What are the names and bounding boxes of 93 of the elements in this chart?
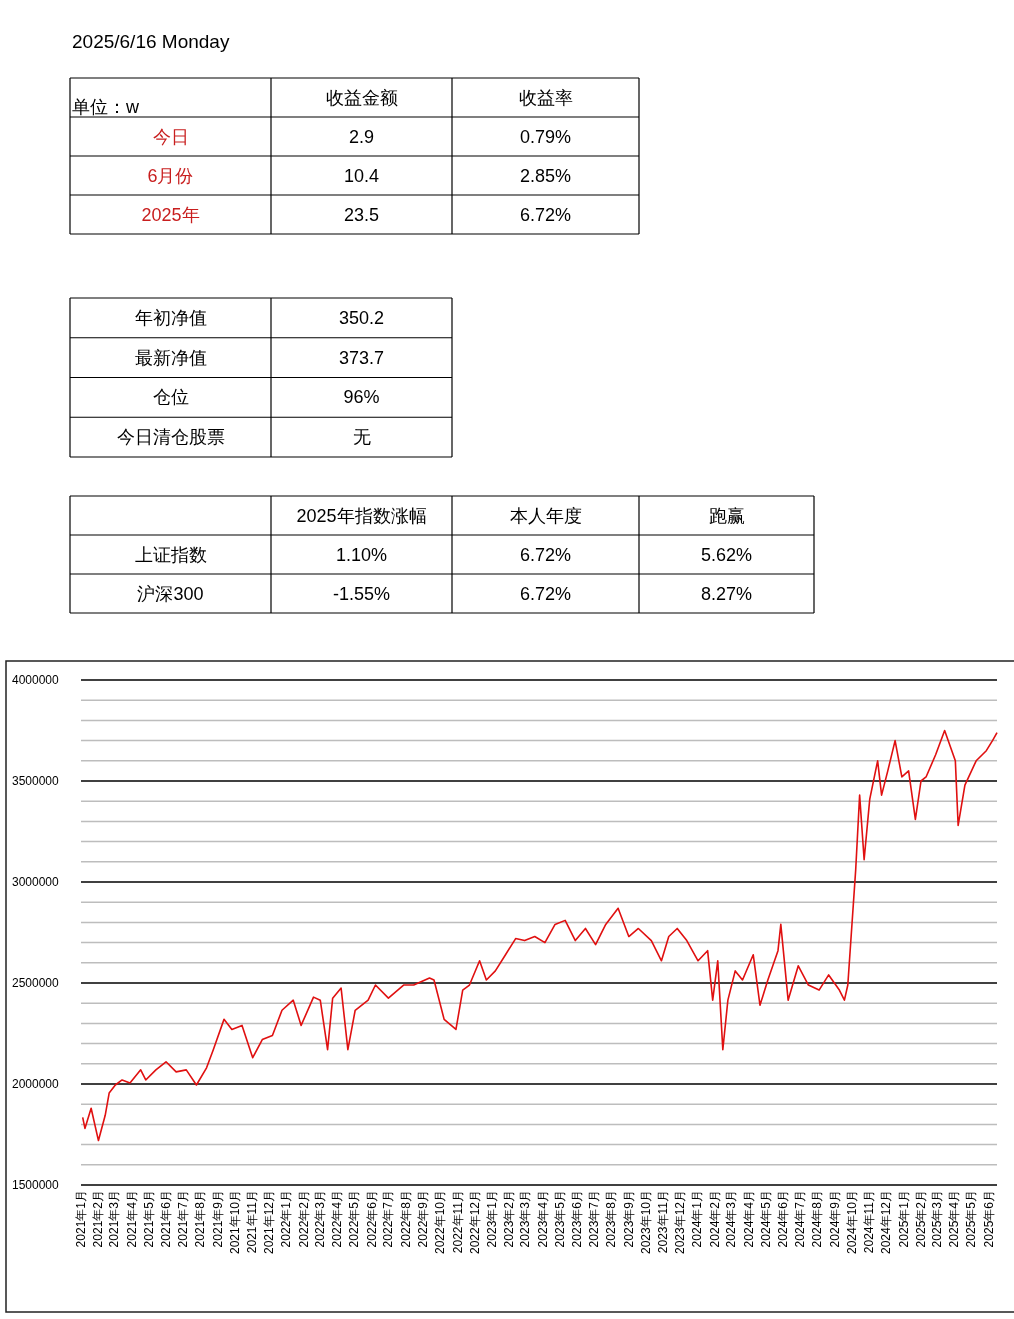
x-tick-label: 2023年8月 <box>604 1190 619 1248</box>
x-tick-label: 2023年11月 <box>656 1190 671 1254</box>
text: 96% <box>343 387 380 408</box>
x-tick-label: 2024年6月 <box>776 1190 791 1248</box>
category-label: 跑赢 <box>708 505 745 526</box>
x-tick-label: 2022年10月 <box>433 1190 448 1255</box>
x-tick-label: 2024年7月 <box>792 1190 807 1248</box>
text: 23.5 <box>343 204 380 225</box>
text: 5.62% <box>700 544 753 565</box>
text: 10.4 <box>343 165 380 186</box>
text: 1.10% <box>335 544 388 565</box>
x-tick-label: 2024年10月 <box>844 1190 859 1255</box>
x-tick-label: 2023年7月 <box>586 1190 601 1248</box>
x-tick-label: 2022年5月 <box>347 1190 362 1248</box>
x-tick-label: 2021年9月 <box>210 1190 225 1248</box>
x-tick-label: 2024年4月 <box>741 1190 756 1248</box>
x-tick-label: 2023年10月 <box>638 1190 653 1255</box>
x-tick-label: 2023年1月 <box>484 1190 499 1248</box>
x-tick-label: 2021年2月 <box>91 1190 106 1248</box>
x-tick-label: 2021年12月 <box>262 1190 277 1255</box>
x-tick-label: 2025年4月 <box>947 1190 962 1248</box>
x-tick-label: 2022年1月 <box>279 1190 294 1248</box>
x-tick-label: 2022年2月 <box>296 1190 311 1248</box>
x-tick-label: 2021年10月 <box>227 1190 242 1255</box>
text: 单位：w <box>72 97 140 117</box>
y-tick-label: 2500000 <box>12 976 60 990</box>
x-tick-label: 2024年1月 <box>690 1190 705 1248</box>
x-tick-label: 2022年7月 <box>381 1190 396 1248</box>
category-label: 最新净值 <box>134 347 207 368</box>
x-tick-label: 2022年11月 <box>450 1190 465 1254</box>
category-label: 今日清仓股票 <box>116 427 225 448</box>
x-tick-label: 2022年8月 <box>398 1190 413 1248</box>
category-label: 2025年 <box>141 204 200 225</box>
category-label: 收益金额 <box>325 87 398 108</box>
x-tick-label: 2024年12月 <box>879 1190 894 1255</box>
x-tick-label: 2021年5月 <box>141 1190 156 1248</box>
y-tick-label: 2000000 <box>12 1077 60 1091</box>
category-label: 6月份 <box>147 165 194 186</box>
category-label: 今日 <box>152 126 189 147</box>
y-tick-label: 3500000 <box>12 774 60 788</box>
x-tick-label: 2022年6月 <box>364 1190 379 1248</box>
y-tick-label: 3000000 <box>12 875 60 889</box>
x-tick-label: 2021年1月 <box>74 1190 88 1248</box>
x-tick-label: 2023年6月 <box>570 1190 584 1248</box>
text: 350.2 <box>338 307 385 328</box>
x-tick-label: 2024年11月 <box>862 1190 877 1254</box>
x-tick-label: 2023年2月 <box>502 1190 517 1248</box>
category-label: 沪深300 <box>137 583 204 604</box>
x-tick-label: 2025年1月 <box>896 1190 911 1248</box>
x-tick-label: 2021年4月 <box>124 1190 139 1248</box>
x-tick-label: 2023年4月 <box>535 1190 550 1248</box>
x-tick-label: 2023年3月 <box>518 1190 533 1248</box>
y-tick-label: 1500000 <box>12 1178 60 1192</box>
x-tick-label: 2025年6月 <box>981 1190 996 1248</box>
x-tick-label: 2023年12月 <box>673 1190 688 1255</box>
text: 6.72% <box>519 583 572 604</box>
y-tick-label: 4000000 <box>12 673 60 687</box>
line-series <box>81 729 998 1142</box>
x-tick-label: 2021年8月 <box>193 1190 208 1248</box>
x-tick-label: 2023年5月 <box>552 1190 567 1248</box>
text: 2.9 <box>348 126 375 147</box>
x-tick-label: 2024年9月 <box>827 1190 842 1248</box>
text: 无 <box>352 427 371 448</box>
x-tick-label: 2022年3月 <box>312 1190 327 1248</box>
category-label: 2025年指数涨幅 <box>296 505 427 526</box>
x-tick-label: 2024年5月 <box>758 1190 773 1248</box>
text: 6.72% <box>519 544 572 565</box>
x-tick-label: 2025年3月 <box>929 1190 944 1248</box>
category-label: 年初净值 <box>134 307 207 328</box>
x-tick-label: 2022年9月 <box>416 1190 431 1248</box>
text: 6.72% <box>519 204 572 225</box>
x-tick-label: 2023年9月 <box>621 1190 636 1248</box>
text: 0.79% <box>519 126 572 147</box>
x-tick-label: 2022年12月 <box>467 1190 482 1255</box>
x-tick-label: 2025年2月 <box>914 1190 928 1248</box>
category-label: 上证指数 <box>134 544 207 565</box>
x-tick-label: 2024年2月 <box>707 1190 722 1248</box>
text: 8.27% <box>700 583 753 604</box>
category-label: 仓位 <box>152 387 189 408</box>
text: 2025/6/16 Monday <box>72 31 230 52</box>
category-label: 收益率 <box>518 87 573 108</box>
x-tick-label: 2021年3月 <box>107 1190 122 1248</box>
x-tick-label: 2022年4月 <box>330 1190 345 1248</box>
x-tick-label: 2021年7月 <box>175 1190 190 1248</box>
x-tick-label: 2021年11月 <box>245 1190 260 1254</box>
x-tick-label: 2024年3月 <box>724 1190 739 1248</box>
text: 2.85% <box>519 165 572 186</box>
text: -1.55% <box>332 583 391 604</box>
category-label: 本人年度 <box>509 505 582 526</box>
x-tick-label: 2021年6月 <box>159 1190 174 1248</box>
text: 373.7 <box>338 347 385 368</box>
x-tick-label: 2024年8月 <box>810 1190 825 1248</box>
x-tick-label: 2025年5月 <box>964 1190 979 1248</box>
